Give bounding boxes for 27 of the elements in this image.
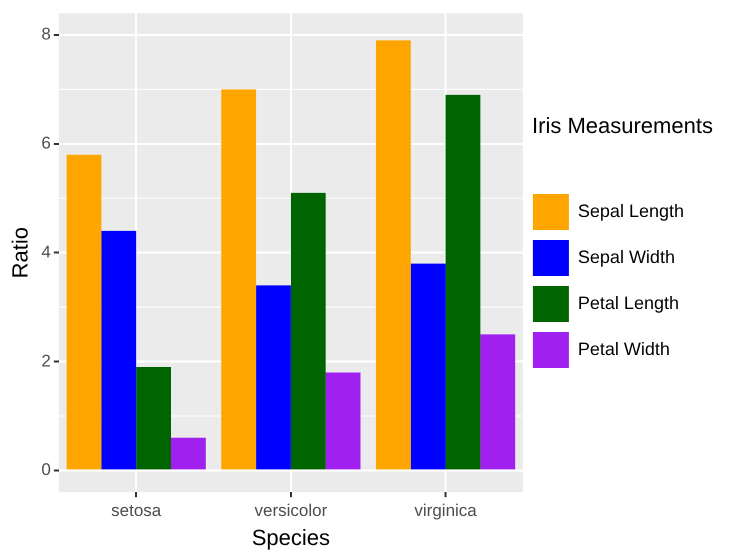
- legend-label: Sepal Length: [578, 200, 684, 221]
- bar: [66, 154, 102, 470]
- x-tick-label: virginica: [414, 501, 478, 520]
- bar: [446, 94, 480, 470]
- bar: [480, 334, 516, 470]
- x-tick-label: versicolor: [254, 501, 328, 520]
- y-tick-label: 4: [41, 242, 51, 262]
- bar: [101, 230, 136, 470]
- x-tick-label: setosa: [111, 501, 162, 520]
- x-axis-title: Species: [252, 524, 330, 550]
- legend-label: Petal Length: [578, 292, 679, 313]
- legend-title: Iris Measurements: [532, 112, 714, 139]
- bar: [376, 40, 411, 470]
- y-tick-label: 8: [41, 24, 51, 44]
- bar: [221, 89, 256, 470]
- bar: [326, 372, 360, 470]
- y-axis-title: Ratio: [7, 227, 32, 278]
- bar: [136, 367, 171, 470]
- bar: [256, 285, 291, 470]
- bar: [171, 438, 206, 470]
- y-tick-label: 0: [41, 460, 51, 480]
- bar: [290, 192, 326, 470]
- bar: [410, 264, 446, 470]
- y-tick-label: 2: [41, 351, 51, 370]
- y-tick-label: 6: [41, 134, 51, 153]
- legend-label: Sepal Width: [578, 246, 675, 267]
- legend-label: Petal Width: [578, 338, 670, 359]
